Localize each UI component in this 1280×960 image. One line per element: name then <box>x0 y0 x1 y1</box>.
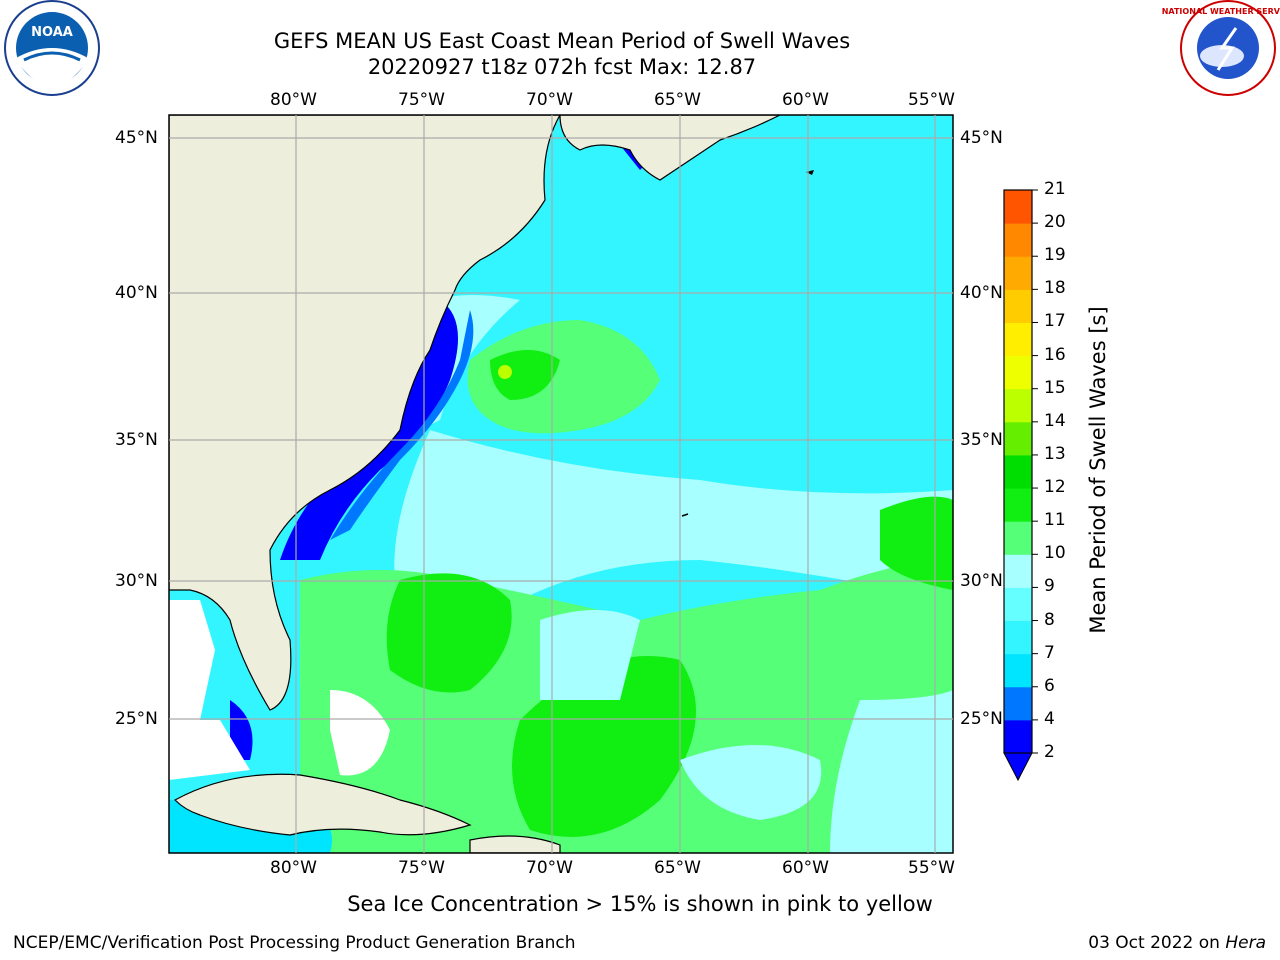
colorbar-tick-label: 21 <box>1044 179 1066 199</box>
lon-label-top: 75°W <box>398 90 445 110</box>
lon-label-top: 80°W <box>270 90 317 110</box>
noaa-logo-text: NOAA <box>31 25 73 40</box>
colorbar-segment <box>1004 554 1032 588</box>
colorbar-segment <box>1004 322 1032 357</box>
lon-label-bottom: 55°W <box>908 858 955 878</box>
colorbar-segment <box>1004 521 1032 555</box>
colorbar-tick-label: 9 <box>1044 576 1055 597</box>
colorbar-tick-label: 2 <box>1044 742 1055 762</box>
colorbar-tick-label: 7 <box>1044 642 1055 663</box>
colorbar-tick-label: 4 <box>1044 708 1055 729</box>
colorbar-segment <box>1004 223 1032 257</box>
colorbar-extend-arrow <box>1003 752 1033 782</box>
colorbar <box>1003 189 1038 782</box>
colorbar-segment <box>1004 686 1032 721</box>
colorbar-tick-label: 6 <box>1044 675 1055 696</box>
map-title: GEFS MEAN US East Coast Mean Period of S… <box>273 29 851 53</box>
colorbar-segment <box>1004 620 1032 655</box>
colorbar-segment <box>1004 719 1032 754</box>
lat-label-right: 30°N <box>960 571 1003 591</box>
colorbar-tick-label: 17 <box>1044 311 1066 332</box>
lat-label-left: 30°N <box>115 571 158 591</box>
colorbar-segment <box>1004 256 1032 290</box>
colorbar-segment <box>1004 653 1032 688</box>
lon-label-bottom: 70°W <box>526 858 573 878</box>
lon-label-bottom: 60°W <box>782 858 829 878</box>
noaa-logo-icon: NOAA <box>4 0 100 96</box>
footer-credit: NCEP/EMC/Verification Post Processing Pr… <box>13 933 576 953</box>
colorbar-tick-label: 13 <box>1044 443 1066 464</box>
lat-label-right: 35°N <box>960 430 1003 450</box>
colorbar-segment <box>1004 388 1032 423</box>
colorbar-tick-label: 11 <box>1044 510 1066 531</box>
colorbar-title: Mean Period of Swell Waves [s] <box>1086 306 1110 634</box>
lon-label-bottom: 80°W <box>270 858 317 878</box>
lat-label-left: 40°N <box>115 283 158 303</box>
colorbar-tick-label: 20 <box>1044 212 1066 233</box>
lat-label-left: 35°N <box>115 430 158 450</box>
colorbar-segment <box>1004 190 1032 224</box>
nws-logo-icon: NATIONAL WEATHER SERVICE <box>1162 0 1280 96</box>
colorbar-segment <box>1004 587 1032 622</box>
colorbar-tick-label: 12 <box>1044 477 1066 498</box>
lat-label-left: 45°N <box>115 128 158 148</box>
colorbar-tick-label: 16 <box>1044 344 1066 365</box>
colorbar-segment <box>1004 289 1032 323</box>
colorbar-tick-label: 8 <box>1044 609 1055 630</box>
lon-label-top: 65°W <box>654 90 701 110</box>
footer-date-text: 03 Oct 2022 on <box>1088 933 1220 953</box>
lon-label-top: 55°W <box>908 90 955 110</box>
lat-label-right: 25°N <box>960 709 1003 729</box>
colorbar-frame <box>1003 189 1033 754</box>
colorbar-tick-label: 10 <box>1044 543 1066 564</box>
map-subtitle: 20220927 t18z 072h fcst Max: 12.87 <box>367 55 757 79</box>
colorbar-tick-label: 19 <box>1044 245 1066 266</box>
lat-label-right: 40°N <box>960 283 1003 303</box>
footer-date: 03 Oct 2022 on Hera <box>1088 933 1266 953</box>
colorbar-segment <box>1004 454 1032 489</box>
nws-logo-text: NATIONAL WEATHER SERVICE <box>1162 7 1280 16</box>
lat-label-right: 45°N <box>960 128 1003 148</box>
colorbar-tick-label: 14 <box>1044 410 1066 431</box>
lon-label-top: 60°W <box>782 90 829 110</box>
colorbar-segment <box>1004 421 1032 456</box>
lon-label-bottom: 65°W <box>654 858 701 878</box>
swell-period-field <box>169 115 953 853</box>
lon-label-bottom: 75°W <box>398 858 445 878</box>
footer-machine: Hera <box>1225 933 1266 953</box>
colorbar-tick-label: 15 <box>1044 377 1066 398</box>
colorbar-tick-label: 18 <box>1044 278 1066 299</box>
lat-label-left: 25°N <box>115 709 158 729</box>
lon-label-top: 70°W <box>526 90 573 110</box>
graticule <box>169 115 953 853</box>
map-frame <box>168 114 954 854</box>
colorbar-segment <box>1004 488 1032 522</box>
sea-ice-caption: Sea Ice Concentration > 15% is shown in … <box>347 892 933 916</box>
colorbar-segment <box>1004 355 1032 390</box>
